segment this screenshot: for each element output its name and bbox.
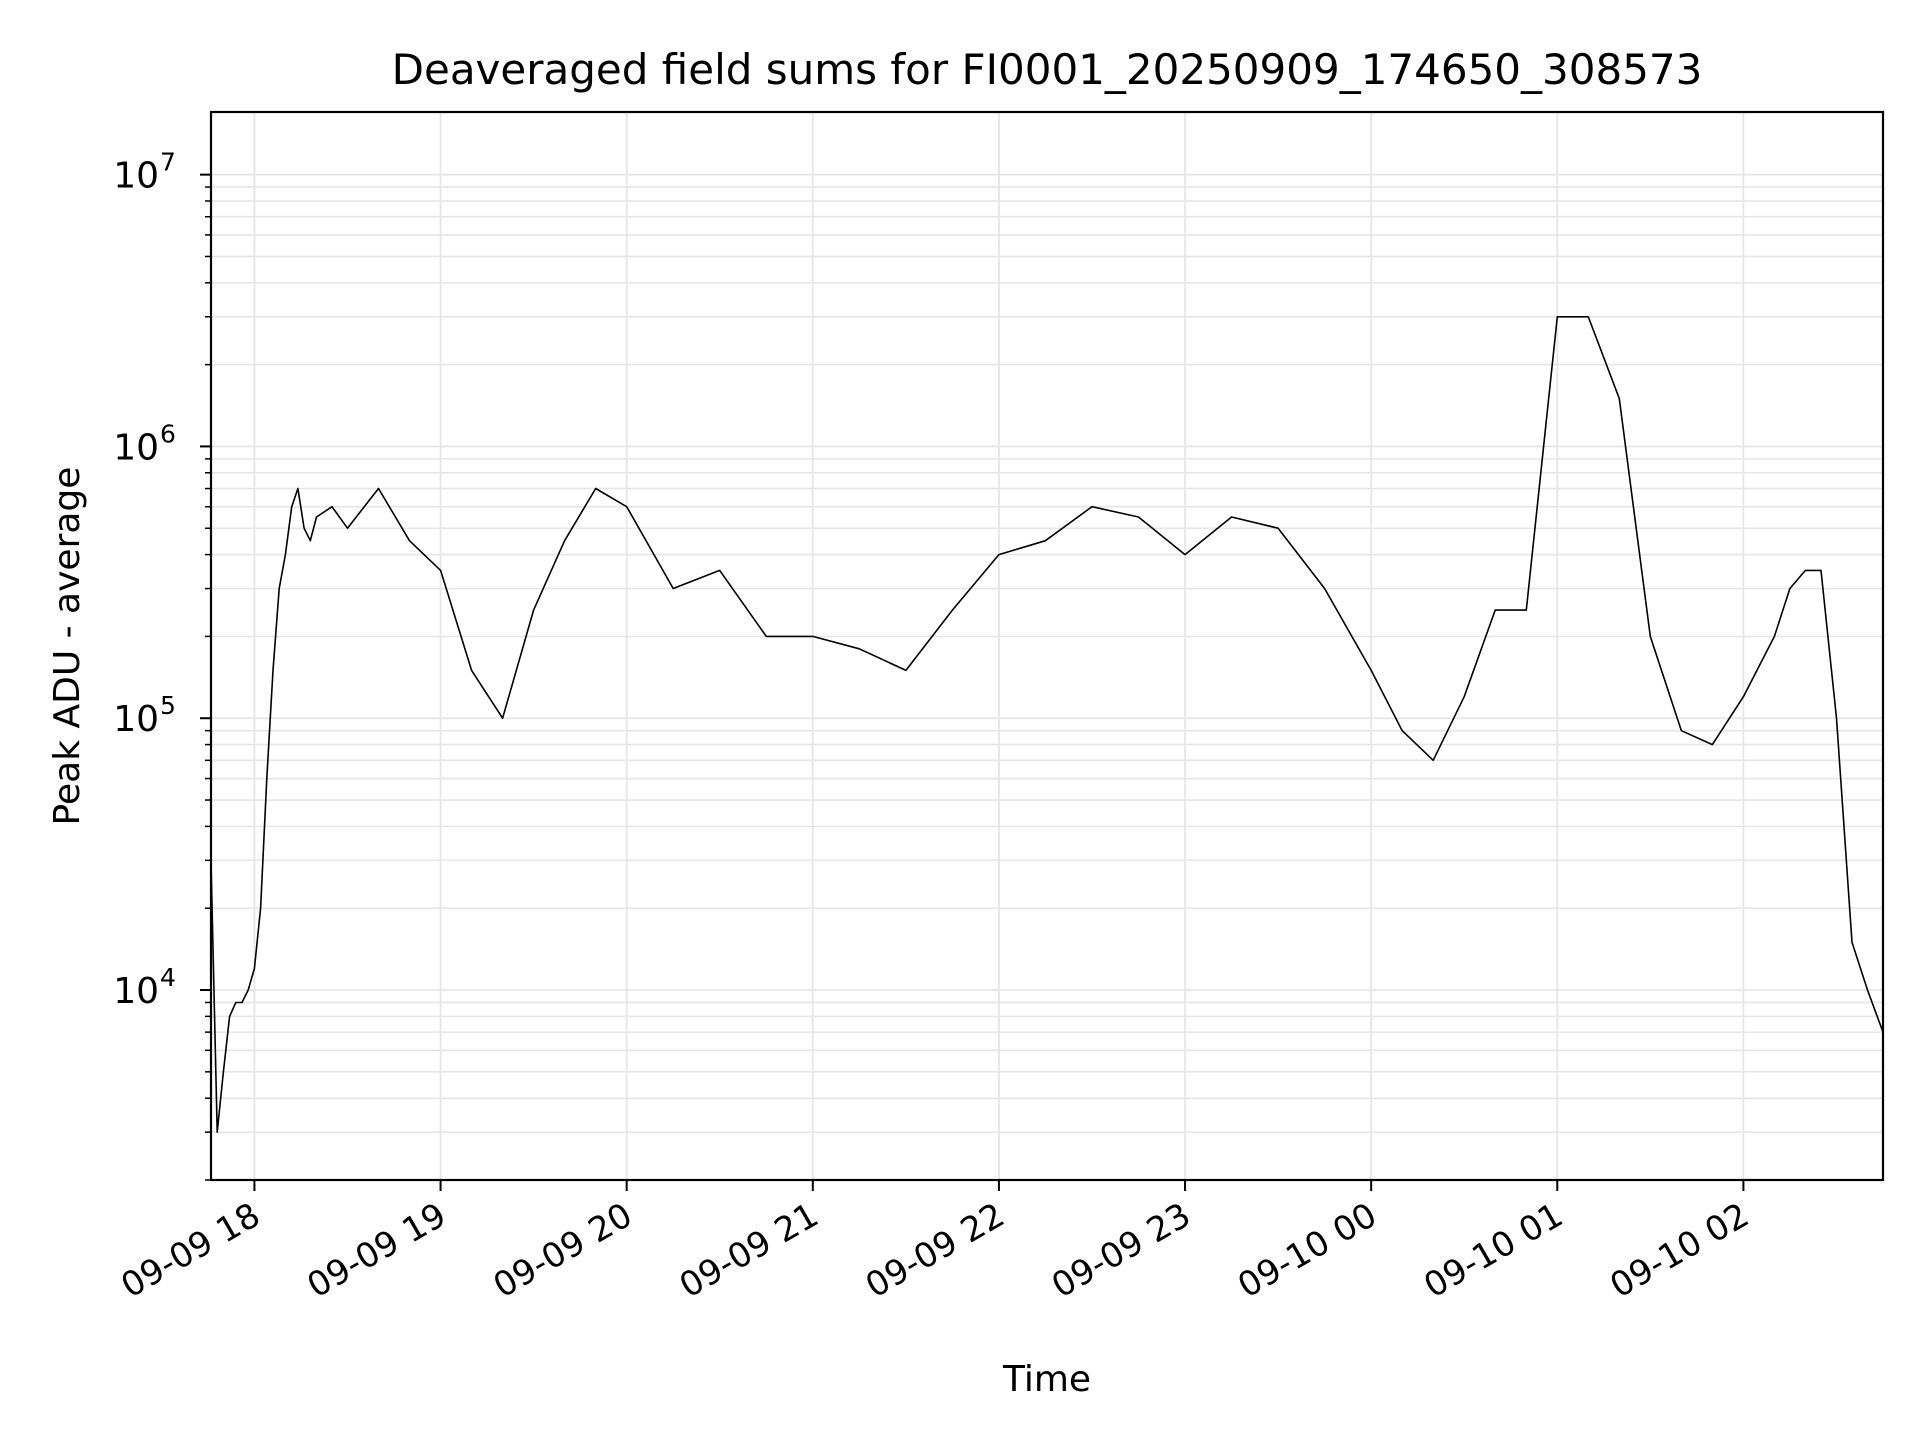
y-tick-exponent: 4	[160, 963, 176, 992]
y-axis-label: Peak ADU - average	[47, 467, 88, 826]
y-tick-label: 10	[113, 156, 159, 197]
y-tick-exponent: 6	[160, 419, 176, 448]
y-tick-exponent: 7	[160, 148, 176, 177]
y-tick-exponent: 5	[160, 691, 176, 720]
y-tick-label: 10	[113, 971, 159, 1012]
gridlines	[211, 112, 1883, 1181]
data-series	[210, 315, 1884, 1133]
chart-title: Deaveraged field sums for FI0001_2025090…	[392, 45, 1703, 94]
y-tick-label: 10	[113, 427, 159, 468]
y-tick-label: 10	[113, 699, 159, 740]
series-line	[210, 315, 1884, 1133]
plot-frame	[209, 110, 1885, 1182]
x-axis-label: Time	[1002, 1359, 1091, 1400]
